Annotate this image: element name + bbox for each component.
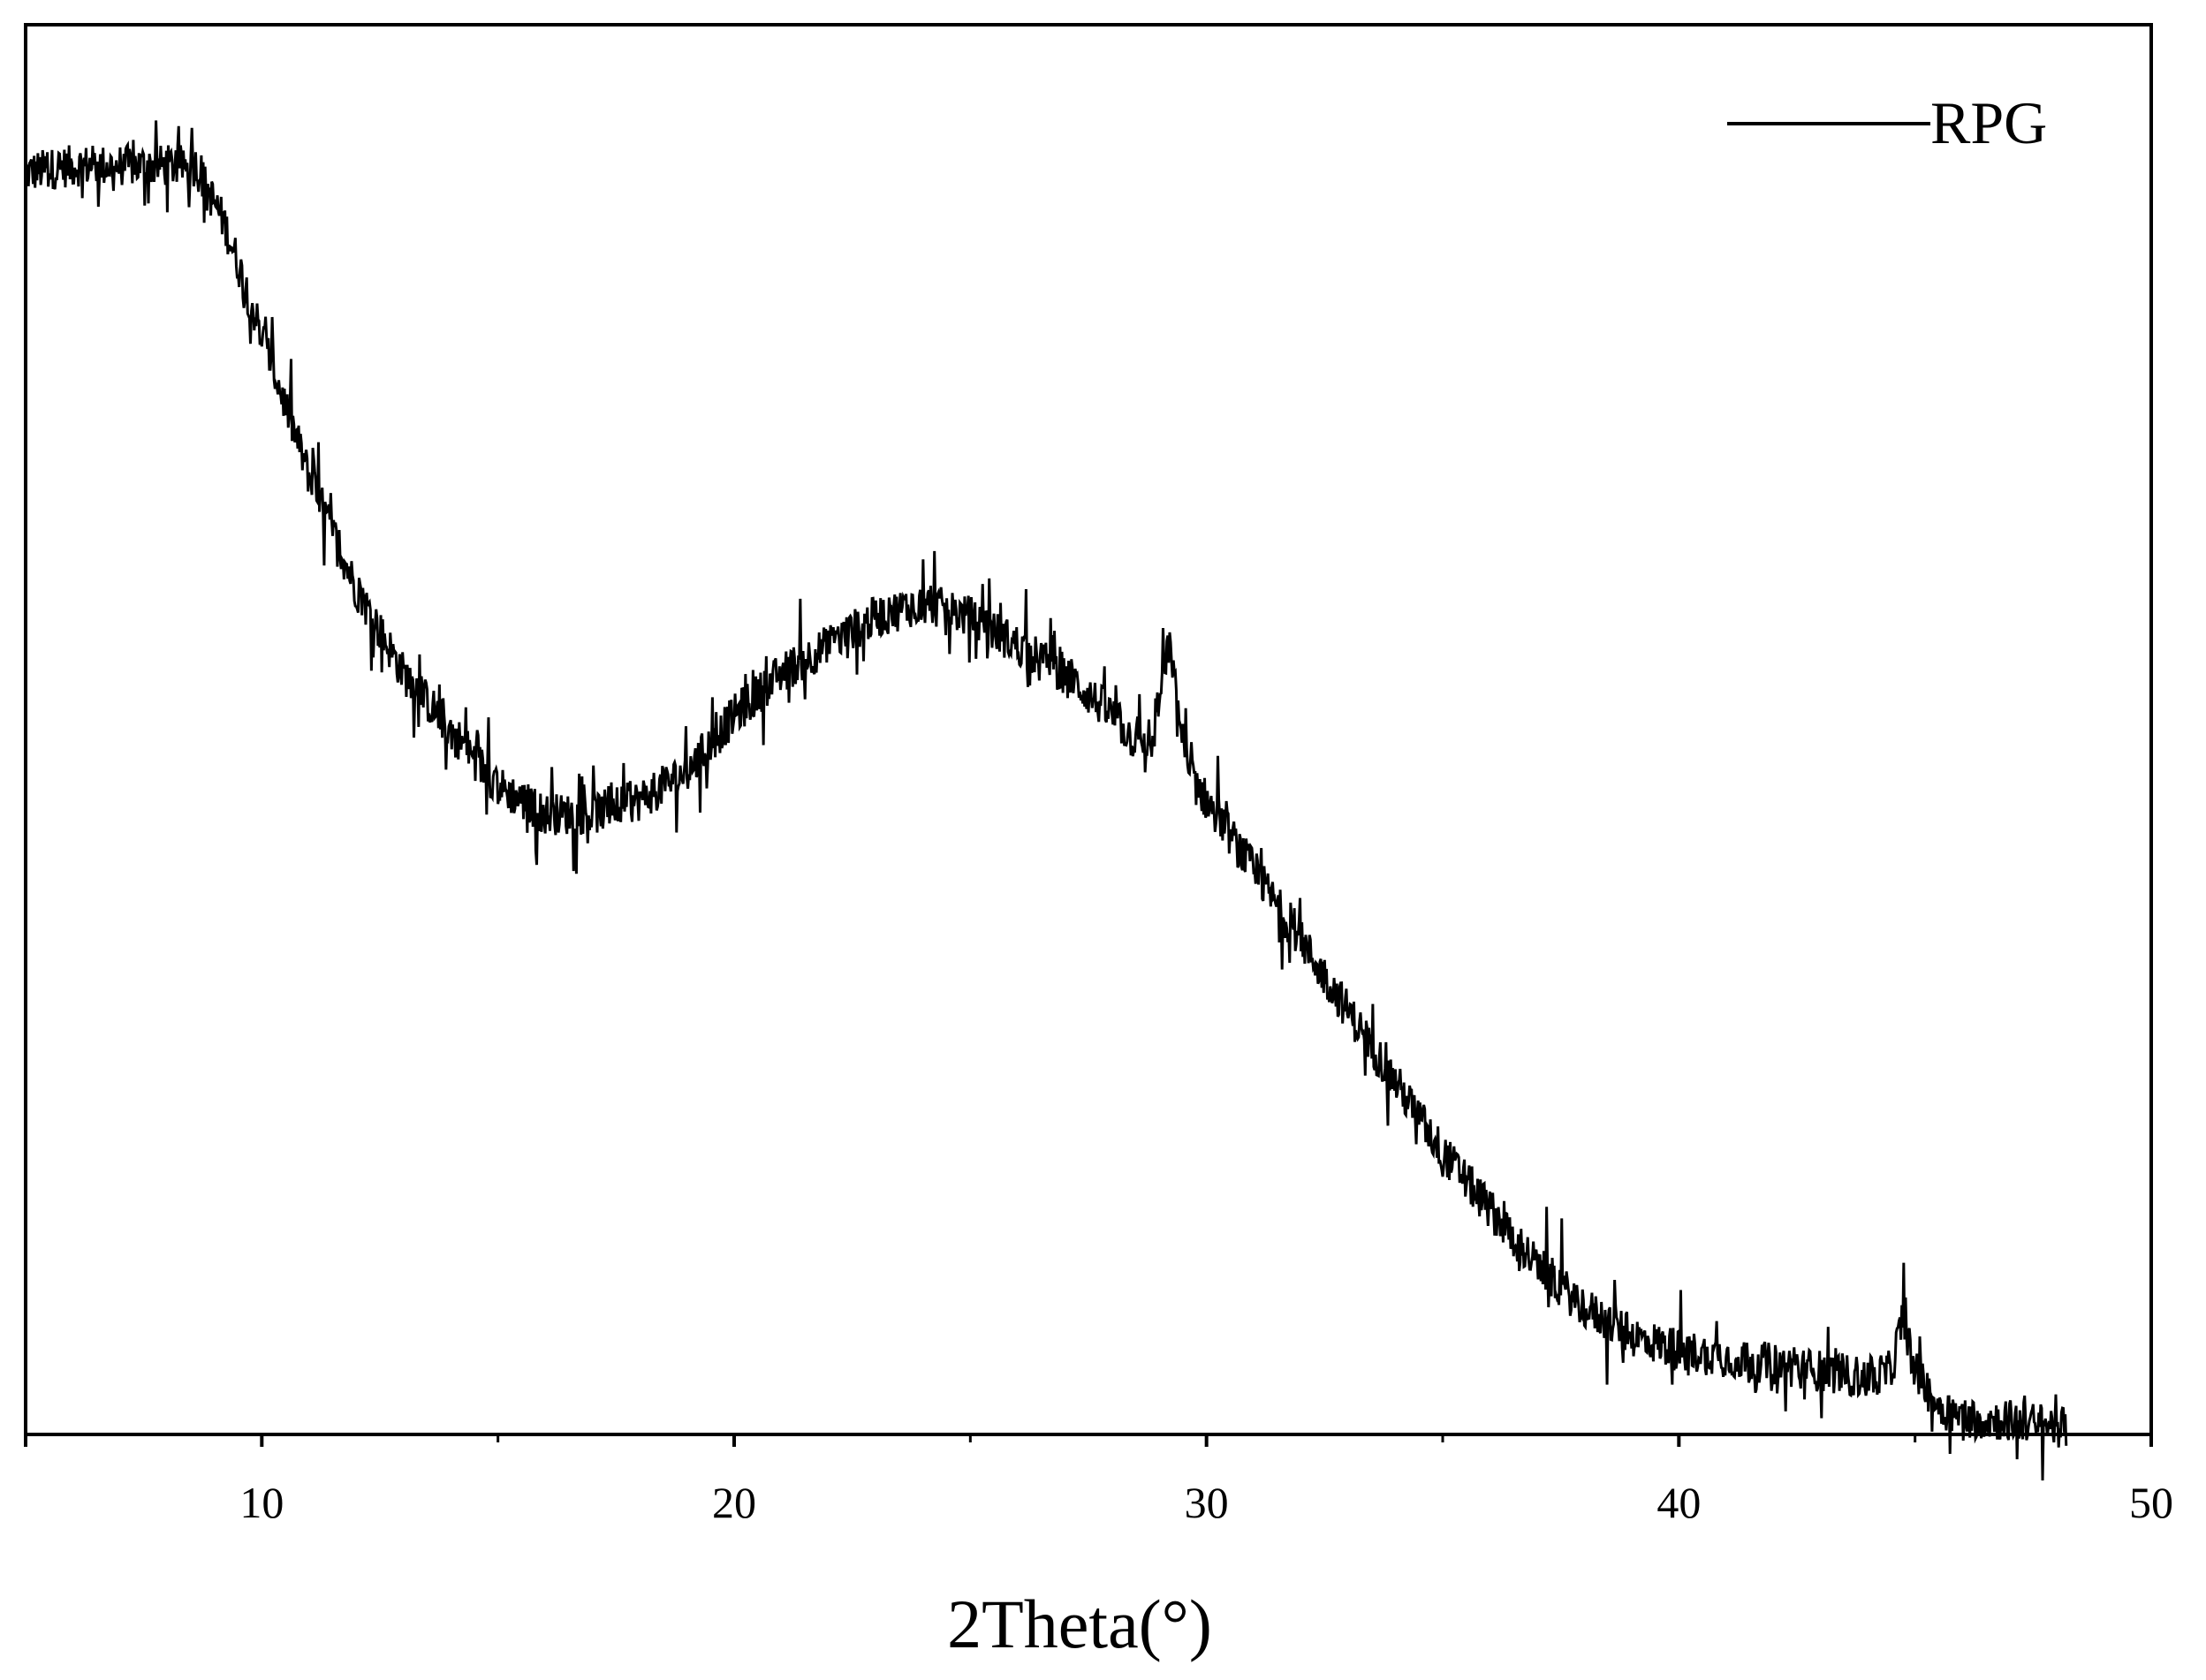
legend-label-rpg: RPG	[1930, 89, 2047, 156]
x-tick-label: 50	[2129, 1478, 2173, 1527]
x-axis-ticks	[24, 1434, 2153, 1447]
x-tick-label: 40	[1656, 1478, 1701, 1527]
x-axis-tick-labels: 10 20 30 40 50	[239, 1478, 2173, 1527]
x-tick-label: 20	[712, 1478, 756, 1527]
legend: RPG	[1727, 89, 2047, 156]
x-tick-label: 10	[239, 1478, 284, 1527]
x-tick-label: 30	[1185, 1478, 1229, 1527]
plot-frame	[24, 23, 2153, 1436]
x-axis-title: 2Theta(°)	[947, 1585, 1212, 1662]
series-line-rpg	[25, 120, 2068, 1481]
plot-border	[24, 23, 2153, 1436]
series-lines	[25, 120, 2068, 1481]
